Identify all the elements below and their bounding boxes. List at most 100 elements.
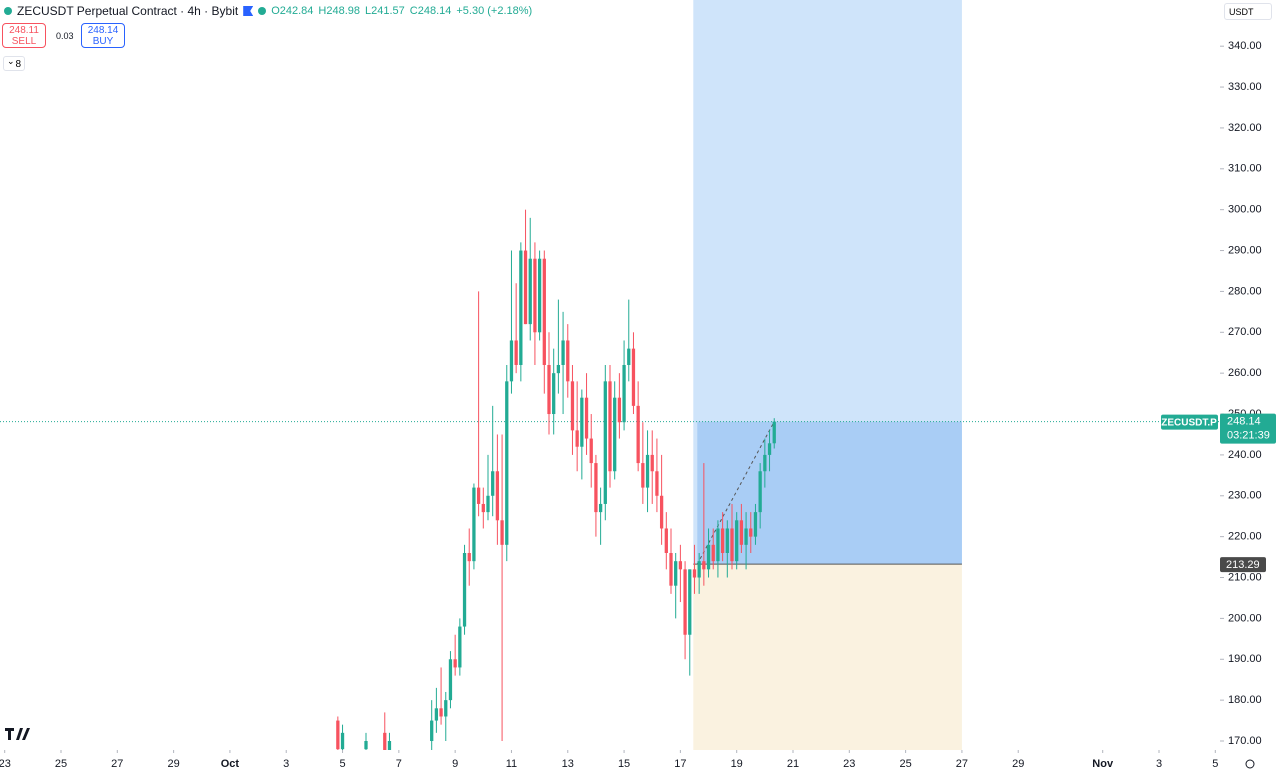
x-tick-label: Oct: [221, 758, 240, 770]
y-tick-label: 280.00: [1228, 285, 1262, 297]
x-tick-label: 3: [1156, 758, 1162, 770]
candle-body: [767, 443, 772, 455]
candle-body: [472, 487, 476, 562]
y-tick-label: 190.00: [1228, 653, 1262, 665]
candle-body: [584, 397, 589, 439]
candle-body: [444, 700, 448, 717]
time-axis-bg: [0, 750, 1280, 772]
candle-body: [753, 512, 758, 537]
change-value: +5.30 (+2.18%): [456, 5, 533, 17]
candle-body: [580, 397, 584, 447]
x-tick-label: 29: [167, 758, 179, 770]
header: ZECUSDT Perpetual Contract · 4h · Bybit …: [4, 4, 532, 18]
candle-body: [744, 528, 748, 545]
y-tick-label: 300.00: [1228, 204, 1262, 216]
y-tick-label: 310.00: [1228, 163, 1262, 175]
currency-selector[interactable]: USDT: [1224, 3, 1272, 20]
candle-body: [434, 708, 439, 721]
candle-body: [598, 503, 603, 513]
candle-body: [486, 495, 490, 513]
candle-body: [730, 528, 734, 562]
candle-body: [594, 463, 598, 513]
candle-body: [566, 340, 570, 382]
price-tag: [1220, 413, 1276, 444]
indicators-toggle[interactable]: 8: [3, 54, 25, 71]
x-tick-label: 7: [396, 758, 402, 770]
symbol-icon: [4, 7, 12, 15]
stop-zone: [693, 564, 962, 750]
price-axis-bg: [1220, 0, 1280, 772]
y-tick-label: 210.00: [1228, 571, 1262, 583]
candle-body: [631, 348, 636, 406]
y-tick-label: 260.00: [1228, 367, 1262, 379]
candle-body: [678, 561, 683, 570]
x-tick-label: 9: [452, 758, 458, 770]
price-tag-label: 248.14: [1227, 416, 1261, 428]
candle-body: [364, 741, 368, 750]
tv-logo: [5, 728, 30, 740]
entry-tag: [1220, 557, 1266, 573]
candle-body: [720, 528, 725, 553]
buy-button[interactable]: 248.14 BUY: [81, 23, 125, 48]
candle-body: [533, 258, 537, 333]
candle-body: [683, 569, 687, 635]
close-value: C248.14: [409, 5, 452, 17]
candle-body: [692, 569, 697, 578]
candle-body: [575, 430, 579, 447]
candle-body: [655, 471, 659, 496]
status-dot: [258, 7, 267, 15]
low-value: L241.57: [365, 5, 405, 17]
candle-body: [387, 741, 392, 750]
x-tick-label: 5: [339, 758, 345, 770]
symbol-tag: [1161, 414, 1218, 430]
x-tick-label: 23: [0, 758, 11, 770]
candle-body: [491, 471, 495, 496]
candle-body: [462, 552, 467, 627]
candle-body: [763, 454, 767, 472]
candle-body: [467, 552, 471, 562]
sell-price: 248.11: [9, 25, 39, 36]
candle-body: [702, 561, 706, 570]
candle-body: [735, 520, 739, 562]
candle-body: [495, 471, 500, 521]
x-tick-label: 25: [55, 758, 67, 770]
candle-body: [697, 561, 701, 578]
candle-body: [645, 454, 650, 488]
countdown-label: 03:21:39: [1227, 430, 1270, 442]
x-tick-label: 25: [899, 758, 911, 770]
y-tick-label: 330.00: [1228, 81, 1262, 93]
chart-title: ZECUSDT Perpetual Contract · 4h · Bybit: [17, 4, 239, 18]
sell-label: SELL: [11, 36, 37, 47]
high-value: H248.98: [318, 5, 360, 17]
flag[interactable]: [243, 6, 254, 16]
candle-body: [519, 250, 523, 365]
symbol-tag-label: ZECUSDT.P: [1161, 417, 1217, 428]
candle-body: [552, 373, 556, 415]
x-tick-label: 17: [674, 758, 686, 770]
candle-body: [716, 528, 720, 562]
y-tick-label: 220.00: [1228, 531, 1262, 543]
candle-body: [542, 258, 546, 365]
x-tick-label: 29: [1012, 758, 1024, 770]
candle-body: [523, 250, 528, 325]
x-tick-label: 21: [787, 758, 799, 770]
candle-body: [537, 258, 542, 333]
x-tick-label: 3: [283, 758, 289, 770]
y-tick-label: 230.00: [1228, 490, 1262, 502]
entry-tag-label: 213.29: [1226, 559, 1260, 571]
progress-line: [696, 421, 775, 565]
candle-body: [476, 487, 481, 504]
candle-body: [500, 520, 504, 545]
candle-body: [758, 471, 762, 513]
candle-body: [570, 381, 575, 431]
sell-button[interactable]: 248.11 SELL: [2, 23, 46, 48]
candle-body: [453, 659, 457, 668]
candle-body: [669, 552, 673, 586]
candle-body: [336, 720, 340, 750]
candle-body: [688, 569, 692, 635]
candle-body: [641, 463, 645, 488]
candle-body: [528, 258, 532, 325]
x-tick-label: 5: [1212, 758, 1218, 770]
